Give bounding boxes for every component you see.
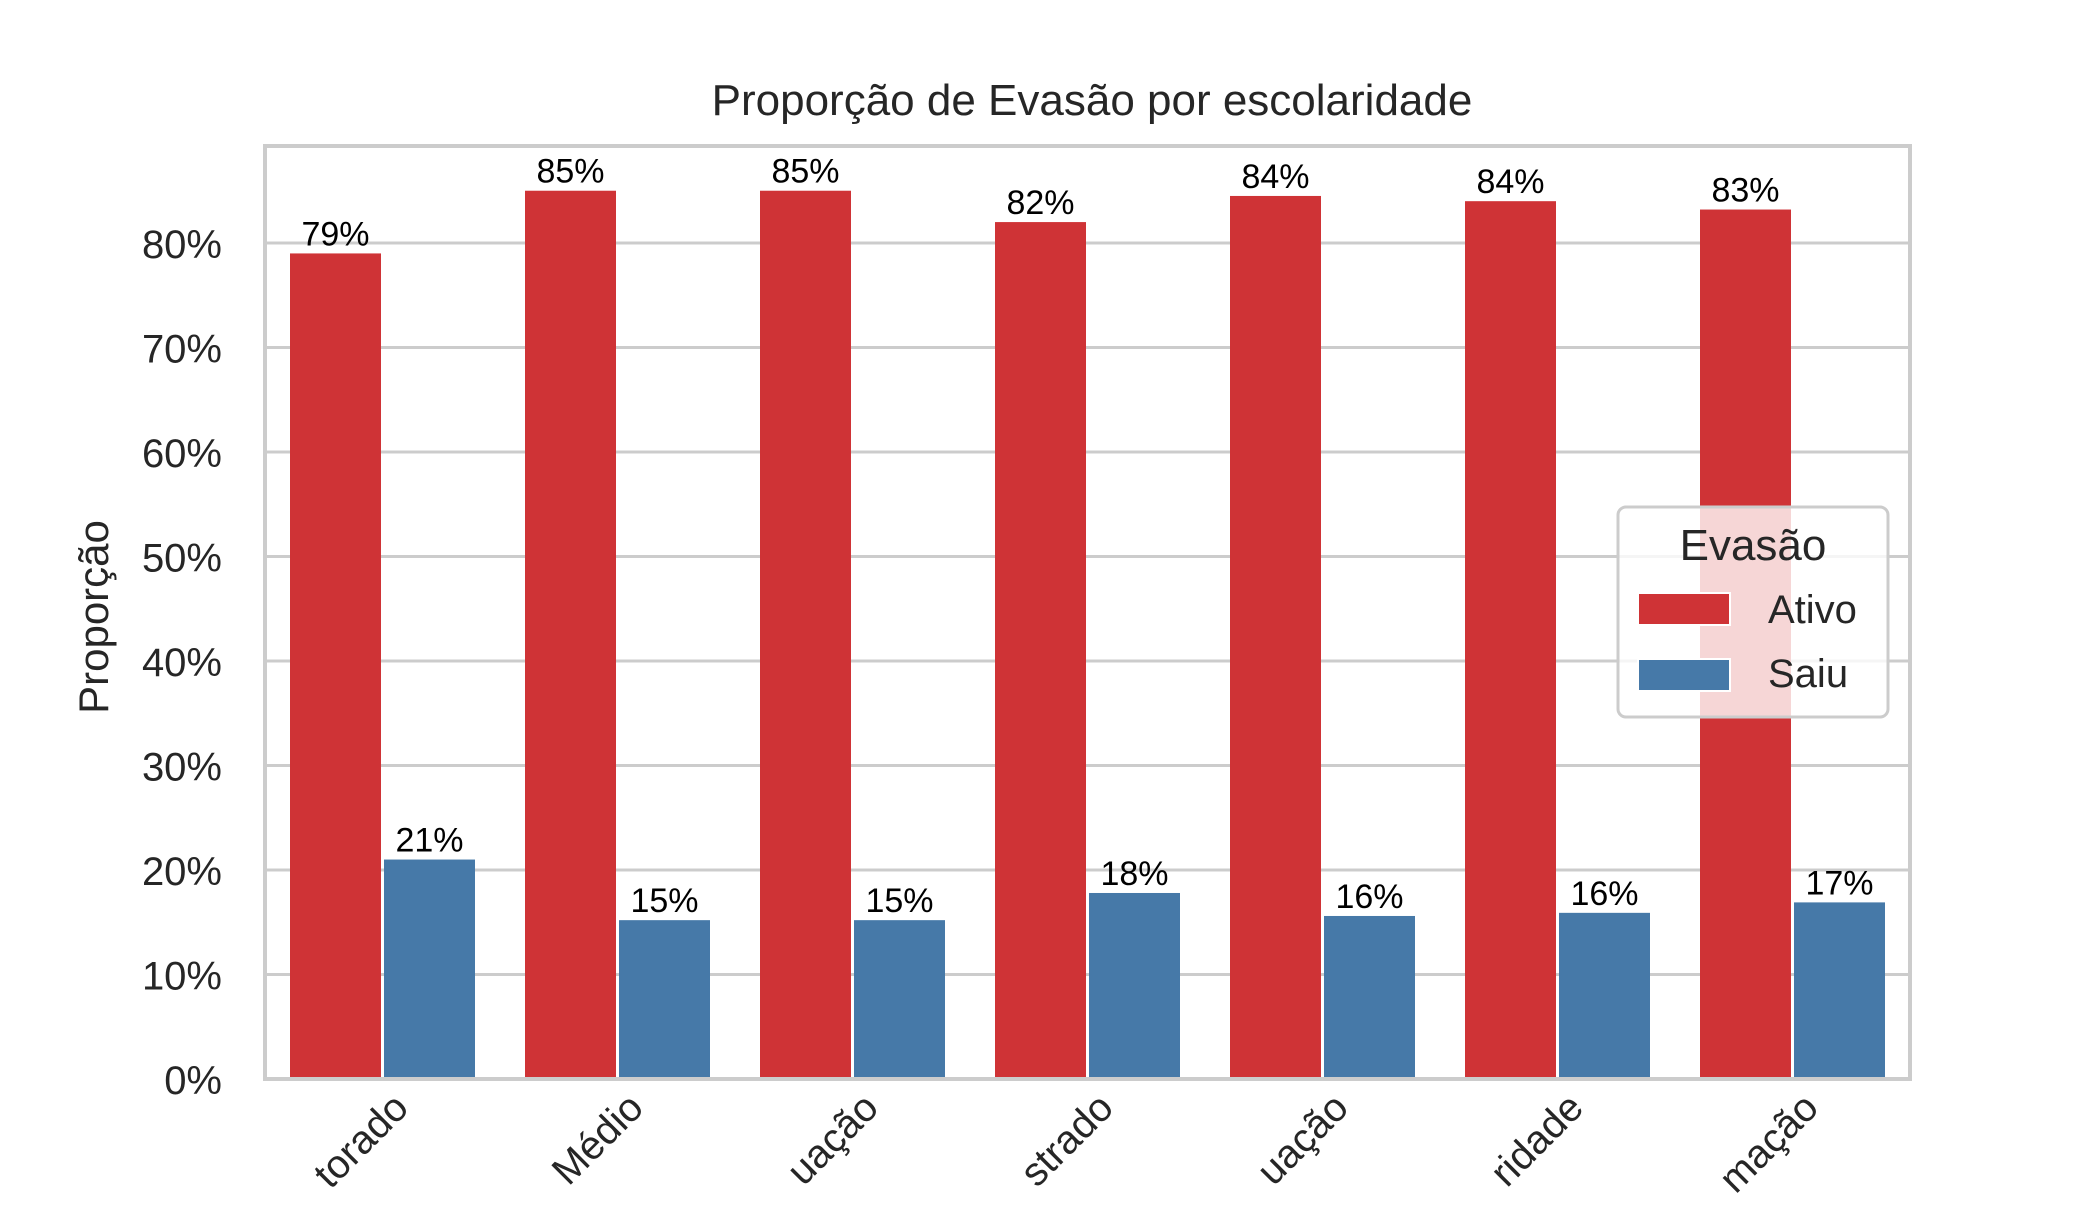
bar-value-label: 17% bbox=[1805, 864, 1873, 902]
bar-ativo-5 bbox=[1465, 201, 1556, 1079]
bar-value-label: 16% bbox=[1570, 875, 1638, 913]
bar-value-label: 15% bbox=[865, 882, 933, 920]
bar-ativo-0 bbox=[290, 253, 381, 1079]
y-tick-label: 70% bbox=[142, 327, 222, 371]
x-tick-label: strado bbox=[1012, 1085, 1122, 1195]
y-axis-ticks: 0% 10% 20% 30% 40% 50% 60% 70% 80% bbox=[142, 223, 222, 1103]
bar-ativo-3 bbox=[995, 222, 1086, 1080]
bar-saiu-1 bbox=[619, 920, 710, 1079]
y-tick-label: 50% bbox=[142, 536, 222, 580]
bar-saiu-5 bbox=[1559, 912, 1650, 1079]
y-tick-label: 80% bbox=[142, 223, 222, 267]
legend-swatch-ativo bbox=[1637, 592, 1731, 626]
y-tick-label: 30% bbox=[142, 745, 222, 789]
x-tick-label: torado bbox=[306, 1085, 417, 1196]
plot-area-frame bbox=[263, 144, 1912, 1081]
bar-saiu-3 bbox=[1089, 892, 1180, 1079]
bar-value-label: 85% bbox=[771, 153, 839, 191]
bar-saiu-2 bbox=[854, 920, 945, 1079]
bar-value-label: 15% bbox=[630, 882, 698, 920]
x-tick-label: ridade bbox=[1482, 1085, 1592, 1195]
bar-value-label: 84% bbox=[1476, 163, 1544, 201]
bar-value-label: 83% bbox=[1711, 172, 1779, 210]
data-labels: 79% 85% 85% 82% 84% 84% 83% 21% 15% 15% 18% 16% 16% 1… bbox=[301, 153, 1873, 920]
x-tick-label: Médio bbox=[544, 1085, 652, 1193]
bar-value-label: 79% bbox=[301, 215, 369, 253]
bars bbox=[290, 190, 1885, 1080]
bar-value-label: 84% bbox=[1241, 158, 1309, 196]
legend-title: Evasão bbox=[1680, 521, 1827, 570]
y-axis-label: Proporção bbox=[70, 520, 117, 714]
legend-label-saiu: Saiu bbox=[1768, 652, 1848, 696]
legend: Evasão Ativo Saiu bbox=[1616, 505, 1890, 719]
bar-saiu-4 bbox=[1324, 915, 1415, 1079]
y-tick-label: 10% bbox=[142, 954, 222, 998]
bar-saiu-6 bbox=[1794, 902, 1885, 1079]
bar-saiu-0 bbox=[384, 859, 475, 1079]
bar-value-label: 16% bbox=[1335, 878, 1403, 916]
bar-ativo-2 bbox=[760, 190, 851, 1079]
legend-label-ativo: Ativo bbox=[1768, 588, 1857, 632]
bar-ativo-1 bbox=[525, 190, 616, 1079]
legend-swatch-saiu bbox=[1637, 658, 1731, 692]
bar-value-label: 85% bbox=[536, 153, 604, 191]
bar-value-label: 18% bbox=[1100, 855, 1168, 893]
bar-value-label: 21% bbox=[395, 822, 463, 860]
x-tick-label: mação bbox=[1711, 1085, 1827, 1200]
x-tick-label: uação bbox=[779, 1085, 887, 1193]
chart-title: Proporção de Evasão por escolaridade bbox=[712, 76, 1473, 125]
bar-value-label: 82% bbox=[1006, 184, 1074, 222]
x-tick-label: uação bbox=[1249, 1085, 1357, 1193]
y-tick-label: 40% bbox=[142, 641, 222, 685]
y-tick-label: 60% bbox=[142, 432, 222, 476]
y-tick-label: 20% bbox=[142, 850, 222, 894]
x-axis-ticks: torado Médio uação strado uação ridade mação bbox=[306, 1085, 1827, 1201]
y-tick-label: 0% bbox=[164, 1059, 222, 1103]
bar-ativo-4 bbox=[1230, 195, 1321, 1080]
